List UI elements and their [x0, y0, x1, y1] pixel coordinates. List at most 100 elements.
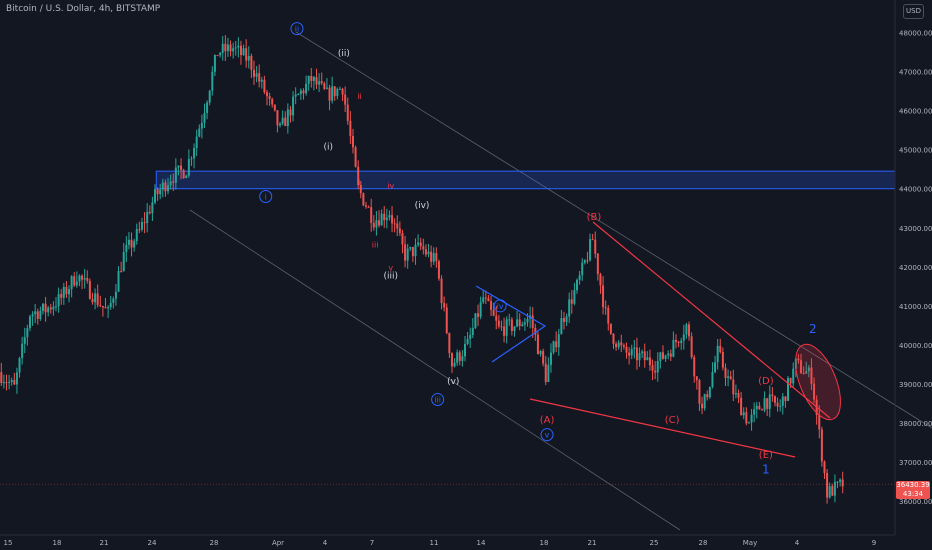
candle-body — [648, 357, 651, 366]
candle-body — [560, 318, 563, 335]
candle-body — [745, 412, 748, 424]
candle-body — [180, 165, 183, 171]
candle-body — [320, 81, 323, 84]
candle-body — [94, 293, 97, 303]
candle-body — [836, 481, 839, 483]
candle-body — [604, 307, 607, 309]
white-wave-iii: (iii) — [383, 272, 398, 282]
candle-body — [714, 362, 717, 373]
candle-body — [768, 394, 771, 409]
triangle-pattern — [475, 285, 547, 363]
candle-body — [279, 123, 282, 126]
candle-body — [203, 113, 206, 123]
candle-body — [547, 364, 550, 382]
channel-lower-line — [189, 209, 681, 531]
candle-body — [75, 281, 78, 286]
blue-wave-iv: iv — [497, 302, 504, 311]
candle-body — [211, 71, 214, 91]
price-tick-label: 45000.00 — [899, 147, 932, 155]
candle-body — [792, 368, 795, 384]
candle-body — [96, 293, 99, 305]
candle-body — [362, 193, 365, 206]
candle-body — [169, 181, 172, 186]
candle-body — [65, 286, 68, 295]
white-wave-iv: (iv) — [415, 201, 430, 211]
candle-body — [99, 304, 102, 306]
candle-body — [450, 353, 453, 367]
candle-body — [612, 333, 615, 344]
candle-body — [797, 358, 800, 361]
candle-body — [406, 248, 409, 261]
candle-body — [182, 170, 185, 179]
candle-body — [271, 98, 274, 105]
candle-body — [656, 361, 659, 373]
candle-body — [187, 159, 190, 176]
candle-body — [456, 352, 459, 363]
candle-body — [200, 122, 203, 129]
candle-body — [523, 322, 526, 325]
candle-body — [250, 55, 253, 70]
candle-body — [385, 217, 388, 221]
candle-body — [226, 44, 229, 52]
candle-body — [773, 396, 776, 403]
candle-body — [674, 339, 677, 342]
candle-body — [826, 473, 829, 498]
candle-body — [359, 185, 362, 194]
candle-body — [690, 336, 693, 358]
candle-body — [513, 326, 516, 331]
abc-wave-A: (A) — [540, 415, 555, 426]
impulse-wave-2: 2 — [809, 322, 817, 336]
candle-body — [419, 242, 422, 247]
candle-body — [47, 307, 50, 313]
candle-body — [516, 319, 519, 327]
candle-body — [544, 363, 547, 382]
candle-body — [305, 83, 308, 94]
candle-body — [266, 92, 269, 97]
candle-body — [391, 215, 394, 224]
candle-body — [703, 394, 706, 409]
candle-body — [591, 239, 594, 241]
candle-body — [148, 211, 151, 214]
candle-body — [766, 398, 769, 409]
candle-body — [208, 90, 211, 103]
candle-body — [174, 167, 177, 183]
time-tick-label: 14 — [477, 539, 486, 547]
candle-body — [716, 345, 719, 363]
candle-body — [758, 405, 761, 410]
candle-body — [315, 77, 318, 85]
candle-body — [500, 326, 503, 328]
candle-body — [440, 278, 443, 303]
white-wave-v: (v) — [447, 377, 459, 387]
candle-body — [378, 220, 381, 226]
candle-body — [34, 311, 37, 315]
candle-body — [2, 382, 5, 384]
candle-body — [417, 242, 420, 245]
candle-body — [474, 313, 477, 328]
currency-badge[interactable]: USD — [903, 4, 924, 19]
candle-body — [583, 260, 586, 263]
candle-body — [534, 327, 537, 335]
candle-body — [753, 409, 756, 415]
time-tick-label: 28 — [699, 539, 708, 547]
candle-body — [630, 348, 633, 356]
candle-body — [117, 271, 120, 292]
candle-body — [276, 110, 279, 126]
candle-body — [654, 370, 657, 373]
candle-body — [448, 333, 451, 354]
candle-body — [568, 299, 571, 317]
candle-body — [589, 239, 592, 261]
candle-body — [503, 326, 506, 336]
candle-body — [732, 379, 735, 395]
candle-body — [594, 239, 597, 254]
candle-body — [151, 202, 154, 214]
candle-body — [565, 316, 568, 322]
candle-body — [818, 414, 821, 430]
candle-body — [784, 396, 787, 401]
candle-body — [88, 280, 91, 299]
candle-body — [505, 319, 508, 336]
candle-body — [536, 334, 539, 355]
candle-body — [508, 319, 511, 321]
candle-body — [669, 353, 672, 357]
price-tick-label: 42000.00 — [899, 264, 932, 272]
